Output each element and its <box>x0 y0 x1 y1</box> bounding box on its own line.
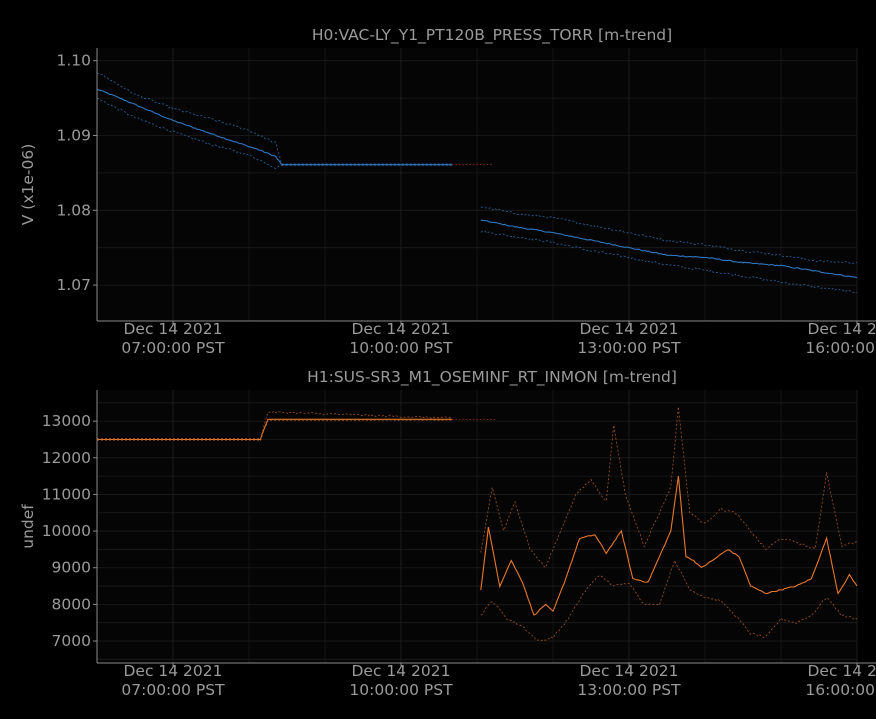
y-tick-label: 13000 <box>42 412 91 430</box>
y-tick-label: 1.10 <box>56 52 91 70</box>
y-tick-label: 1.08 <box>56 201 91 219</box>
x-tick-label-date: Dec 14 2021 <box>123 320 222 338</box>
y-tick-label: 7000 <box>52 632 91 650</box>
x-tick-label-date: Dec 14 2021 <box>123 662 222 680</box>
x-tick-label-date: Dec 14 2021 <box>579 662 678 680</box>
x-tick-label-time: 16:00:00 PST <box>805 339 876 357</box>
x-tick-label-date: Dec 14 2021 <box>351 662 450 680</box>
x-tick-label-date: Dec 14 2021 <box>807 320 876 338</box>
top-chart-title: H0:VAC-LY_Y1_PT120B_PRESS_TORR [m-trend] <box>312 26 672 45</box>
x-tick-label-time: 07:00:00 PST <box>121 339 225 357</box>
x-tick-label-time: 13:00:00 PST <box>577 681 681 699</box>
y-tick-label: 1.09 <box>56 127 91 145</box>
x-tick-label-date: Dec 14 2021 <box>351 320 450 338</box>
y-tick-label: 10000 <box>42 522 91 540</box>
x-tick-label-date: Dec 14 2021 <box>807 662 876 680</box>
x-tick-label-time: 16:00:00 PST <box>805 681 876 699</box>
bottom-chart-title: H1:SUS-SR3_M1_OSEMINF_RT_INMON [m-trend] <box>307 368 677 387</box>
x-tick-label-time: 07:00:00 PST <box>121 681 225 699</box>
y-tick-label: 12000 <box>42 449 91 467</box>
y-tick-label: 9000 <box>52 559 91 577</box>
y-tick-label: 8000 <box>52 595 91 613</box>
y-tick-label: 1.07 <box>56 276 91 294</box>
bottom-y-axis-label: undef <box>19 504 37 549</box>
y-tick-label: 11000 <box>42 485 91 503</box>
x-tick-label-time: 10:00:00 PST <box>349 681 453 699</box>
top-y-axis-label: V (x1e-06) <box>19 144 37 226</box>
bottom-chart-panel: 7000 8000 9000 10000 11000 12000 13000 Dec 14 2… <box>19 368 876 699</box>
x-tick-label-date: Dec 14 2021 <box>579 320 678 338</box>
x-tick-label-time: 10:00:00 PST <box>349 339 453 357</box>
x-tick-label-time: 13:00:00 PST <box>577 339 681 357</box>
